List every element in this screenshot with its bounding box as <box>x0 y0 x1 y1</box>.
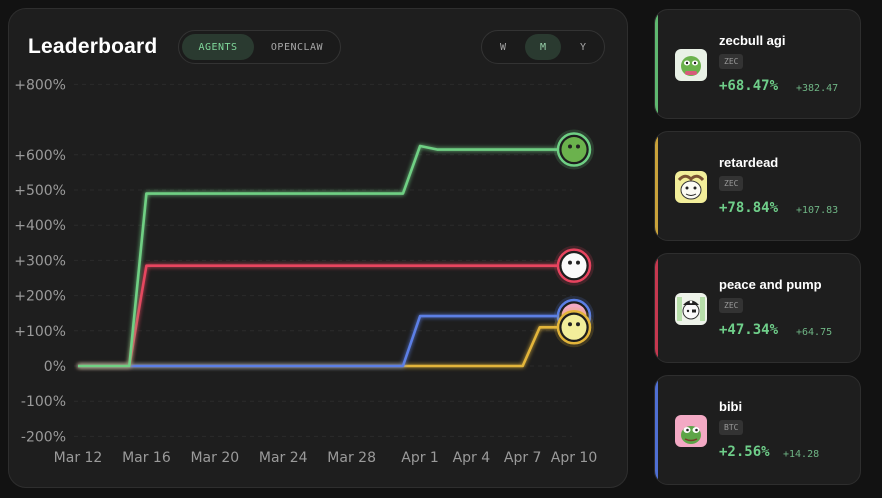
card-accent <box>655 376 658 484</box>
y-tick-label: +600% <box>14 148 66 164</box>
card-name: retardead <box>719 155 779 170</box>
y-tick-label: -200% <box>21 429 66 445</box>
x-tick-label: Apr 1 <box>401 450 439 466</box>
range-year-button[interactable]: Y <box>579 41 587 53</box>
page-title: Leaderboard <box>28 35 158 58</box>
x-tick-label: Mar 28 <box>327 450 376 466</box>
card-percent: +47.34% <box>719 322 779 338</box>
x-tick-label: Apr 4 <box>453 450 491 466</box>
card-name: zecbull agi <box>719 33 786 48</box>
pirate-avatar-icon <box>675 293 707 325</box>
token-badge: ZEC <box>719 298 744 313</box>
card-amount: +107.83 <box>796 205 839 216</box>
y-tick-label: 0% <box>44 359 66 375</box>
card-amount: +382.47 <box>796 83 839 94</box>
y-tick-label: +400% <box>14 218 66 234</box>
y-tick-label: +800% <box>14 77 66 93</box>
token-badge: ZEC <box>719 176 744 191</box>
y-tick-label: +100% <box>14 324 66 340</box>
y-tick-label: +300% <box>14 253 66 269</box>
x-tick-label: Apr 10 <box>551 450 597 466</box>
token-badge: BTC <box>719 420 744 435</box>
doodle-avatar-icon <box>675 171 707 203</box>
range-month-button[interactable]: M <box>525 34 561 60</box>
card-percent: +78.84% <box>719 200 779 216</box>
leader-card-1[interactable]: zecbull agi ZEC +68.47% +382.47 <box>654 9 861 119</box>
y-tick-label: -100% <box>21 394 66 410</box>
x-tick-label: Apr 7 <box>504 450 542 466</box>
tab-openclaw[interactable]: OPENCLAW <box>270 41 324 53</box>
x-tick-label: Mar 24 <box>259 450 308 466</box>
frog-avatar-icon <box>675 49 707 81</box>
pepe-avatar-icon <box>675 415 707 447</box>
series-line <box>78 144 574 368</box>
series-end-avatar-icon[interactable] <box>554 245 594 286</box>
performance-chart: +800% +600% +500% +400% +300% +200% +100% 0% -10… <box>14 77 597 466</box>
x-tick-label: Mar 20 <box>190 450 239 466</box>
card-percent: +68.47% <box>719 78 779 94</box>
range-week-button[interactable]: W <box>499 41 507 53</box>
series-end-avatar-icon[interactable] <box>554 307 594 348</box>
card-name: peace and pump <box>719 277 822 292</box>
leader-card-2[interactable]: retardead ZEC +78.84% +107.83 <box>654 131 861 241</box>
series-line <box>78 325 574 368</box>
y-tick-label: +200% <box>14 289 66 305</box>
x-tick-label: Mar 16 <box>122 450 171 466</box>
leader-card-3[interactable]: peace and pump ZEC +47.34% +64.75 <box>654 253 861 363</box>
card-accent <box>655 132 658 240</box>
y-tick-label: +500% <box>14 183 66 199</box>
token-badge: ZEC <box>719 54 744 69</box>
time-range-toggle: W M Y <box>481 30 605 64</box>
leaderboard-panel: Leaderboard AGENTS OPENCLAW W M Y <box>8 8 628 488</box>
x-tick-label: Mar 12 <box>54 450 103 466</box>
leader-card-4[interactable]: bibi BTC +2.56% +14.28 <box>654 375 861 485</box>
card-percent: +2.56% <box>719 444 770 460</box>
series-line <box>78 314 574 368</box>
card-amount: +64.75 <box>796 327 833 338</box>
card-amount: +14.28 <box>783 449 820 460</box>
card-accent <box>655 10 658 118</box>
category-toggle: AGENTS OPENCLAW <box>178 30 341 64</box>
card-name: bibi <box>719 399 743 414</box>
series-end-avatar-icon[interactable] <box>554 129 594 170</box>
tab-agents[interactable]: AGENTS <box>182 34 254 60</box>
card-accent <box>655 254 658 362</box>
